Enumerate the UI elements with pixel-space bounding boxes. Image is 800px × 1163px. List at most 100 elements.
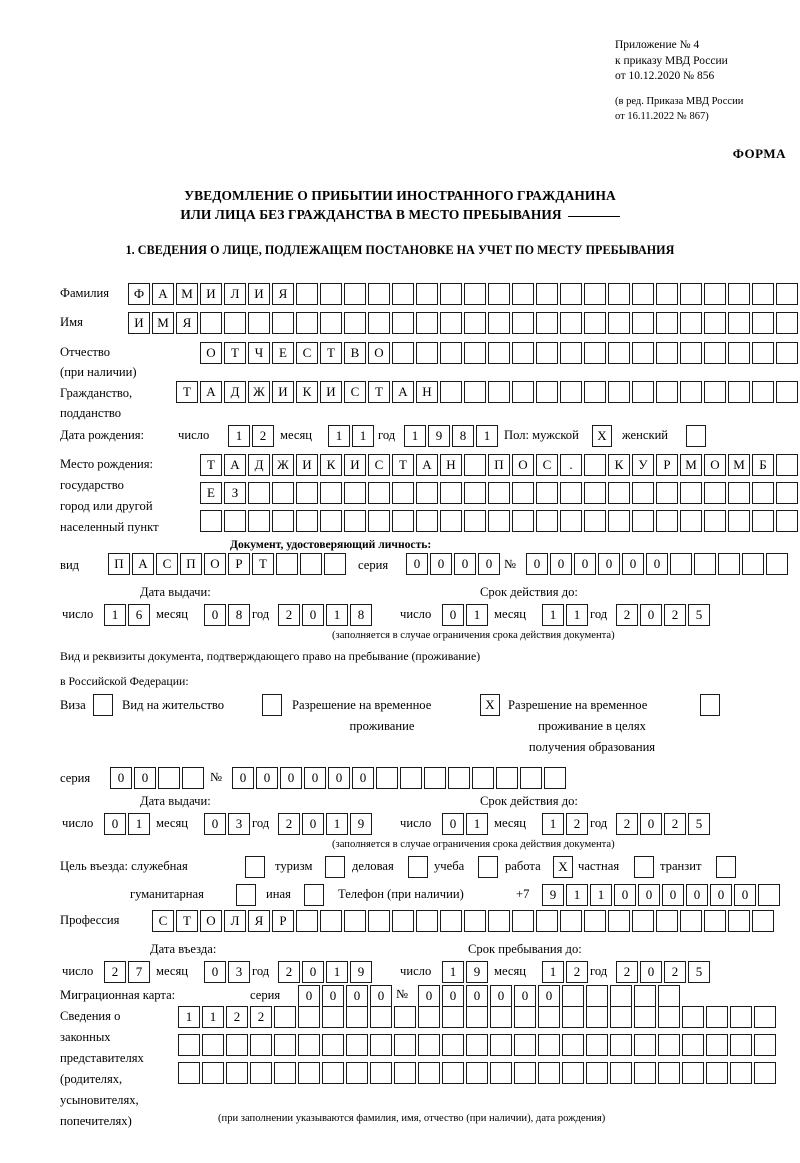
cell[interactable]	[158, 767, 180, 789]
cell[interactable]: А	[200, 381, 222, 403]
cell[interactable]	[680, 283, 702, 305]
cell[interactable]: 0	[302, 604, 324, 626]
cell[interactable]: Т	[224, 342, 246, 364]
cell[interactable]	[608, 283, 630, 305]
cell[interactable]	[586, 1034, 608, 1056]
cell[interactable]	[670, 553, 692, 575]
cell[interactable]	[392, 482, 414, 504]
cell[interactable]: 2	[252, 425, 274, 447]
cell[interactable]: 9	[350, 813, 372, 835]
cell[interactable]: Т	[252, 553, 274, 575]
cell[interactable]: Т	[176, 910, 198, 932]
cell[interactable]	[680, 342, 702, 364]
purpose-study-checkbox[interactable]	[478, 856, 498, 878]
cell[interactable]: Е	[200, 482, 222, 504]
cell[interactable]	[424, 767, 446, 789]
cell[interactable]: И	[272, 381, 294, 403]
cell[interactable]: З	[224, 482, 246, 504]
cell[interactable]: 0	[454, 553, 476, 575]
cell[interactable]	[632, 342, 654, 364]
cell[interactable]	[248, 482, 270, 504]
cell[interactable]	[488, 910, 510, 932]
cell[interactable]: К	[608, 454, 630, 476]
cell[interactable]	[296, 312, 318, 334]
cell[interactable]: Т	[176, 381, 198, 403]
cell[interactable]: 0	[598, 553, 620, 575]
cell[interactable]	[392, 910, 414, 932]
cell[interactable]	[418, 1062, 440, 1084]
purpose-humanitarian-checkbox[interactable]	[236, 884, 256, 906]
cell[interactable]	[245, 856, 265, 878]
birthplace-row-3[interactable]	[200, 510, 800, 532]
cell[interactable]	[440, 910, 462, 932]
cell[interactable]	[656, 381, 678, 403]
cell[interactable]	[728, 312, 750, 334]
reps-row-2[interactable]	[178, 1034, 778, 1056]
cell[interactable]	[776, 342, 798, 364]
cell[interactable]	[448, 767, 470, 789]
cell[interactable]	[514, 1062, 536, 1084]
cell[interactable]: 1	[590, 884, 612, 906]
cell[interactable]: Б	[752, 454, 774, 476]
cell[interactable]	[512, 510, 534, 532]
cell[interactable]: 0	[204, 604, 226, 626]
cell[interactable]	[488, 381, 510, 403]
cell[interactable]	[274, 1062, 296, 1084]
cell[interactable]: 0	[514, 985, 536, 1007]
cell[interactable]: К	[320, 454, 342, 476]
cell[interactable]	[408, 856, 428, 878]
cell[interactable]	[680, 312, 702, 334]
cell[interactable]: П	[488, 454, 510, 476]
cell[interactable]: 5	[688, 813, 710, 835]
cell[interactable]	[346, 1062, 368, 1084]
cell[interactable]: 1	[328, 425, 350, 447]
cell[interactable]	[346, 1034, 368, 1056]
cell[interactable]	[322, 1062, 344, 1084]
cell[interactable]: 8	[228, 604, 250, 626]
cell[interactable]: 0	[574, 553, 596, 575]
cell[interactable]	[262, 694, 282, 716]
cell[interactable]	[296, 910, 318, 932]
cell[interactable]	[304, 884, 324, 906]
cell[interactable]: 0	[686, 884, 708, 906]
cell[interactable]: 2	[278, 813, 300, 835]
cell[interactable]	[584, 381, 606, 403]
cell[interactable]	[682, 1006, 704, 1028]
cell[interactable]: Р	[656, 454, 678, 476]
cell[interactable]	[752, 342, 774, 364]
cell[interactable]	[236, 884, 256, 906]
cell[interactable]: 9	[466, 961, 488, 983]
cell[interactable]	[344, 312, 366, 334]
cell[interactable]	[610, 1062, 632, 1084]
cell[interactable]	[766, 553, 788, 575]
cell[interactable]	[608, 342, 630, 364]
cell[interactable]: X	[592, 425, 612, 447]
cell[interactable]	[754, 1062, 776, 1084]
cell[interactable]: 0	[134, 767, 156, 789]
cell[interactable]	[608, 312, 630, 334]
cell[interactable]: 2	[616, 813, 638, 835]
cell[interactable]: Ч	[248, 342, 270, 364]
cell[interactable]	[706, 1006, 728, 1028]
cell[interactable]	[344, 482, 366, 504]
cell[interactable]	[392, 510, 414, 532]
cell[interactable]	[730, 1006, 752, 1028]
cell[interactable]	[608, 381, 630, 403]
cell[interactable]: А	[416, 454, 438, 476]
cell[interactable]	[634, 1034, 656, 1056]
cell[interactable]: В	[344, 342, 366, 364]
cell[interactable]: 0	[622, 553, 644, 575]
cell[interactable]	[300, 553, 322, 575]
cell[interactable]: 0	[370, 985, 392, 1007]
cell[interactable]	[520, 767, 542, 789]
cell[interactable]	[752, 381, 774, 403]
cell[interactable]	[562, 985, 584, 1007]
